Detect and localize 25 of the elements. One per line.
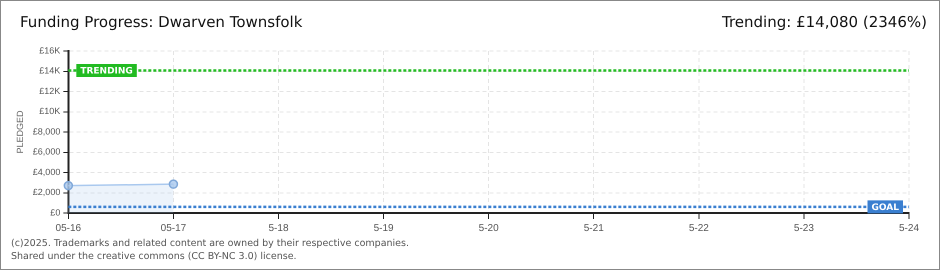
y-tick-label: £10K bbox=[39, 106, 60, 116]
chart-title: Funding Progress: Dwarven Townsfolk bbox=[20, 13, 302, 31]
y-tick-label: £16K bbox=[39, 45, 60, 56]
x-tick-label: 05-17 bbox=[160, 222, 187, 234]
y-tick-label: £12K bbox=[39, 86, 60, 96]
x-tick-label: 05-16 bbox=[56, 222, 82, 234]
x-tick-label: 5-21 bbox=[584, 222, 604, 234]
text: (c)2025. Trademarks and related content are owned by their respective companies. bbox=[11, 237, 409, 250]
y-tick-label: £0 bbox=[50, 207, 60, 218]
chart-subtitle: Trending: £14,080 (2346%) bbox=[722, 13, 927, 31]
y-axis-title: PLEDGED bbox=[14, 110, 25, 154]
y-tick-label: £2,000 bbox=[32, 187, 60, 198]
x-tick-label: 5-23 bbox=[794, 222, 814, 234]
y-tick-label: £6,000 bbox=[32, 146, 60, 157]
ref-line-label: GOAL bbox=[872, 202, 900, 213]
text: Shared under the creative commons (CC BY-NC 3.0) license. bbox=[11, 250, 298, 263]
ref-line-label: TRENDING bbox=[80, 66, 133, 76]
y-tick-label: £14K bbox=[39, 66, 60, 76]
x-tick-label: 5-24 bbox=[898, 222, 920, 234]
y-tick-label: £4,000 bbox=[32, 166, 60, 177]
y-tick-label: £8,000 bbox=[32, 126, 60, 136]
x-tick-label: 5-19 bbox=[374, 222, 394, 234]
x-tick-label: 5-18 bbox=[268, 222, 289, 234]
x-tick-label: 5-20 bbox=[478, 222, 500, 234]
x-tick-label: 5-22 bbox=[688, 222, 710, 234]
